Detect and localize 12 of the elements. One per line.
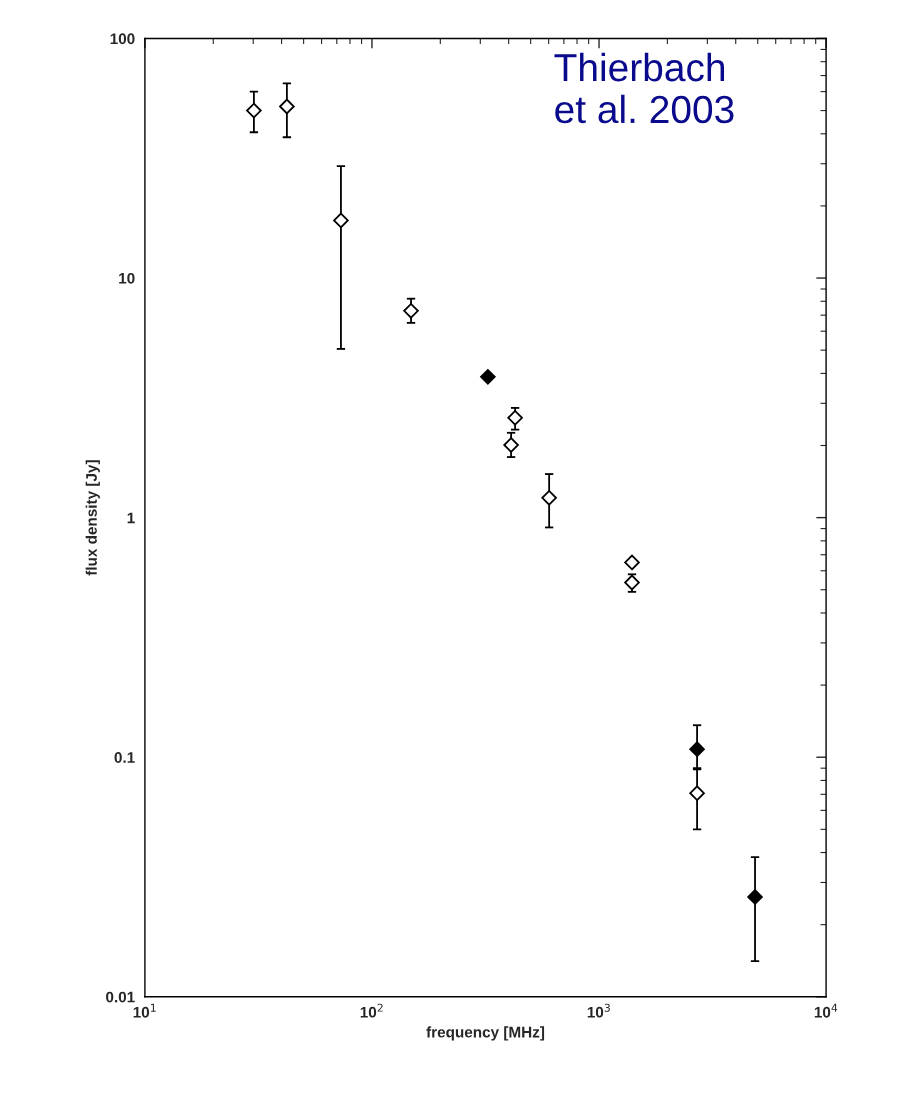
annotation: Thierbach et al. 2003: [554, 52, 734, 124]
y-axis-title: flux density [Jy]: [85, 460, 100, 576]
y-tick-label: 0.01: [106, 991, 135, 1003]
x-tick-label: 10$^{2}$: [360, 1003, 383, 1018]
x-axis-title: frequency [MHz]: [426, 1026, 545, 1041]
x-tick-label: 10$^{3}$: [587, 1003, 610, 1018]
y-tick-label: 10: [119, 272, 135, 284]
y-tick-label: 100: [110, 33, 135, 45]
y-tick-label: 0.1: [114, 752, 135, 763]
x-tick-label: 10$^{4}$: [814, 1003, 838, 1018]
x-tick-label: 10$^{1}$: [133, 1003, 156, 1018]
y-tick-label: 1: [127, 512, 135, 524]
